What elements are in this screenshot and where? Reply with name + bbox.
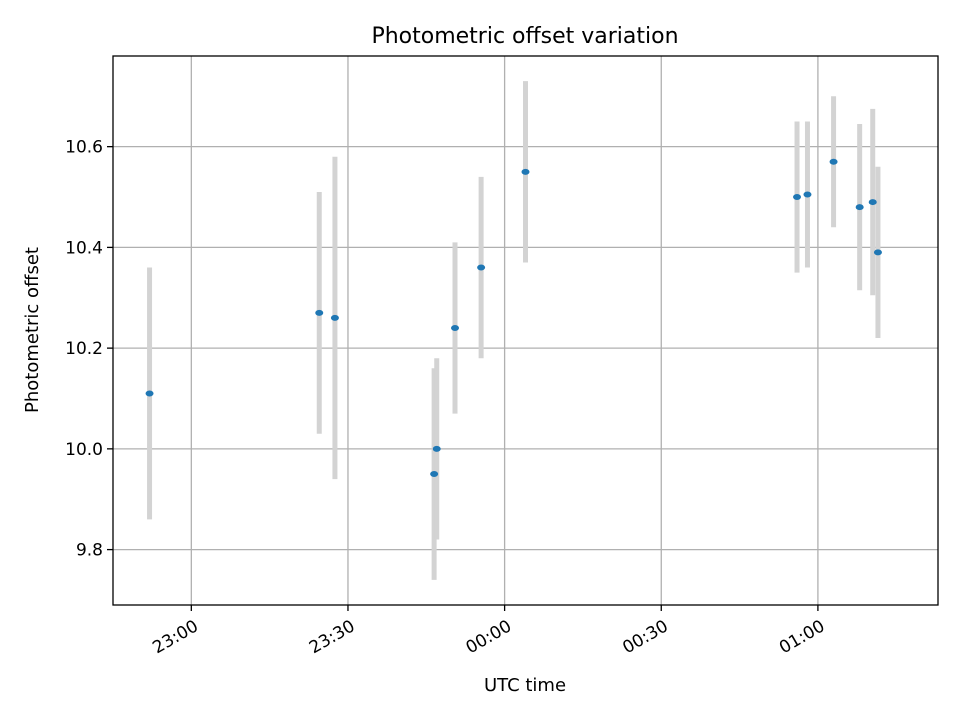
data-point — [521, 168, 530, 175]
x-tick-label: 00:00 — [463, 616, 515, 658]
data-points — [145, 158, 882, 478]
y-tick-label: 10.4 — [65, 238, 103, 258]
data-point — [477, 264, 486, 271]
data-point — [330, 314, 339, 321]
error-bars — [147, 81, 881, 580]
y-tick-label: 10.0 — [65, 440, 103, 460]
data-point — [451, 324, 460, 331]
x-tick-label: 23:30 — [306, 616, 358, 658]
data-point — [793, 194, 802, 201]
chart-title: Photometric offset variation — [371, 24, 678, 49]
y-axis-ticks: 9.8 10.0 10.2 10.4 10.6 — [65, 138, 113, 561]
data-point — [855, 204, 864, 211]
y-tick-label: 10.6 — [65, 138, 103, 158]
y-tick-label: 10.2 — [65, 339, 103, 359]
x-tick-label: 01:00 — [776, 616, 828, 658]
x-tick-label: 00:30 — [619, 616, 671, 658]
y-axis-label: Photometric offset — [22, 247, 43, 413]
data-point — [430, 471, 439, 478]
data-point — [803, 191, 812, 198]
y-tick-label: 9.8 — [76, 541, 103, 561]
data-point — [873, 249, 882, 256]
data-point — [315, 309, 324, 316]
data-point — [829, 158, 838, 165]
x-axis-label: UTC time — [484, 675, 566, 696]
data-point — [868, 199, 877, 206]
plot-frame — [112, 55, 939, 606]
data-point — [145, 390, 154, 397]
x-tick-label: 23:00 — [149, 616, 201, 658]
data-point — [432, 445, 441, 452]
x-axis-ticks: 23:00 23:30 00:00 00:30 01:00 — [149, 605, 828, 658]
